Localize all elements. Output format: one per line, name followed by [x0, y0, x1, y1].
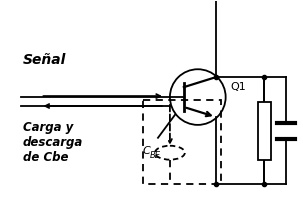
Text: descarga: descarga — [23, 136, 83, 149]
Text: Carga y: Carga y — [23, 121, 73, 134]
Text: C: C — [142, 146, 150, 156]
Text: BE: BE — [150, 151, 161, 160]
Text: Señal: Señal — [23, 53, 66, 67]
Bar — [258, 102, 271, 160]
Text: de Cbe: de Cbe — [23, 151, 68, 164]
Text: Q1: Q1 — [231, 82, 246, 92]
Bar — [143, 100, 221, 184]
